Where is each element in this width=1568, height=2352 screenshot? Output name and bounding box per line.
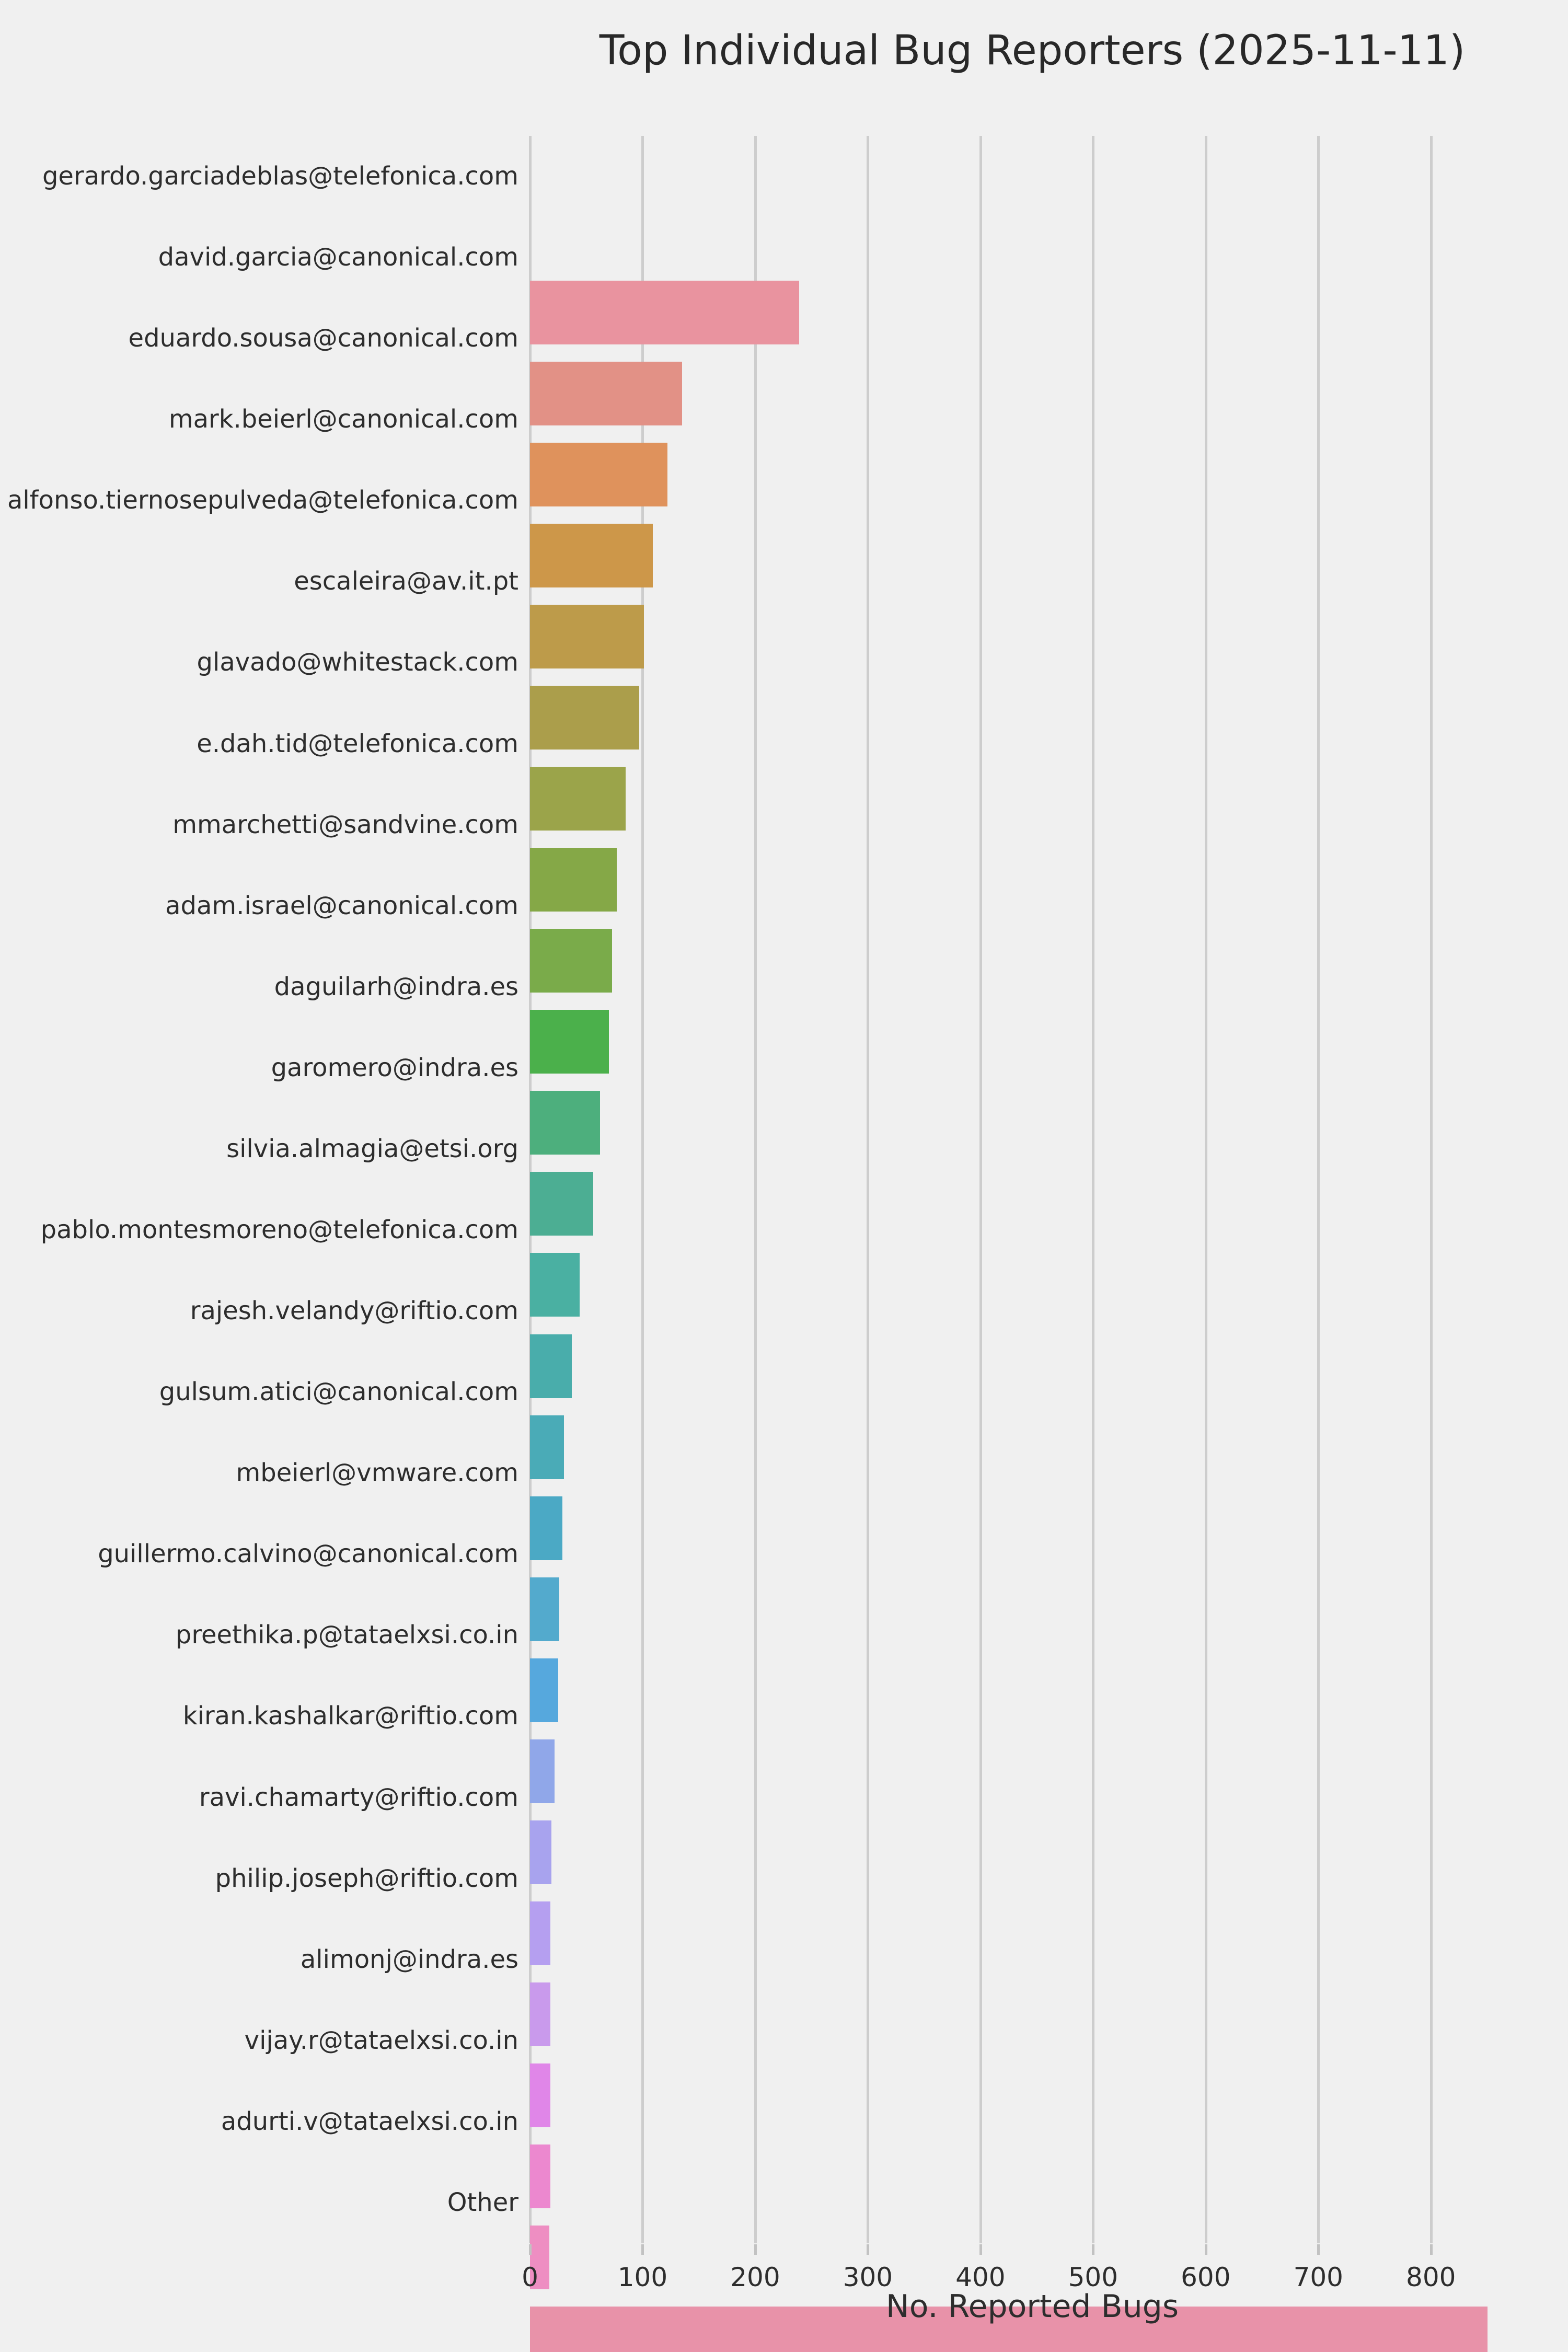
bar <box>530 2063 550 2128</box>
y-tick-label: philip.joseph@riftio.com <box>215 1863 518 1893</box>
bar <box>530 361 682 425</box>
x-tick-label-700: 700 <box>1293 2262 1343 2292</box>
y-tick-label: mbeierl@vmware.com <box>236 1458 518 1488</box>
y-tick-label: gulsum.atici@canonical.com <box>159 1377 518 1407</box>
bar <box>530 929 613 993</box>
plot-area <box>0 136 1568 2352</box>
gridline-600 <box>1204 136 1207 2243</box>
chart-title: Top Individual Bug Reporters (2025-11-11… <box>599 27 1466 74</box>
y-tick-label: kiran.kashalkar@riftio.com <box>182 1701 518 1731</box>
y-tick-label: daguilarh@indra.es <box>274 972 518 1001</box>
y-tick-label: guillermo.calvino@canonical.com <box>98 1539 518 1569</box>
bar <box>530 523 653 587</box>
bar <box>530 2145 550 2209</box>
gridline-200 <box>754 136 757 2243</box>
y-tick-label: pablo.montesmoreno@telefonica.com <box>40 1215 518 1244</box>
y-tick-label: adam.israel@canonical.com <box>165 891 518 920</box>
y-tick-label: alimonj@indra.es <box>300 1944 518 1974</box>
x-tick-mark-700 <box>1317 2244 1320 2255</box>
y-tick-label: eduardo.sousa@canonical.com <box>128 324 518 353</box>
x-tick-mark-200 <box>754 2244 757 2255</box>
bar <box>530 1739 555 1803</box>
y-tick-label: silvia.almagia@etsi.org <box>226 1134 518 1163</box>
gridline-400 <box>979 136 982 2243</box>
bar <box>530 1334 572 1398</box>
bar <box>530 767 626 831</box>
y-tick-label: ravi.chamarty@riftio.com <box>199 1782 518 1812</box>
x-tick-label-300: 300 <box>843 2262 893 2292</box>
y-tick-label: glavado@whitestack.com <box>197 648 518 677</box>
y-tick-label: garomero@indra.es <box>271 1053 518 1082</box>
x-tick-label-800: 800 <box>1406 2262 1456 2292</box>
x-tick-mark-300 <box>867 2244 870 2255</box>
bar <box>530 2226 549 2290</box>
bar <box>530 1901 550 1966</box>
bar <box>530 604 644 668</box>
y-tick-label: gerardo.garciadeblas@telefonica.com <box>42 162 518 191</box>
bar <box>530 2307 1488 2352</box>
y-tick-label: escaleira@av.it.pt <box>294 567 518 596</box>
y-tick-label: preethika.p@tataelxsi.co.in <box>175 1620 518 1650</box>
bar <box>530 1253 580 1317</box>
y-tick-label: mark.beierl@canonical.com <box>168 405 518 434</box>
y-tick-label: Other <box>447 2187 518 2217</box>
y-tick-label: e.dah.tid@telefonica.com <box>197 729 518 758</box>
x-tick-mark-100 <box>641 2244 644 2255</box>
bar <box>530 1577 560 1641</box>
y-tick-label: alfonso.tiernosepulveda@telefonica.com <box>7 486 518 515</box>
y-tick-label: david.garcia@canonical.com <box>158 243 518 272</box>
x-tick-mark-400 <box>979 2244 982 2255</box>
x-tick-label-200: 200 <box>730 2262 780 2292</box>
x-tick-mark-500 <box>1092 2244 1095 2255</box>
y-tick-label: vijay.r@tataelxsi.co.in <box>244 2025 518 2055</box>
x-tick-mark-0 <box>529 2244 532 2255</box>
bar <box>530 1010 609 1074</box>
bar <box>530 1172 593 1236</box>
bar <box>530 1091 600 1155</box>
bar <box>530 1820 551 1884</box>
y-tick-label: rajesh.velandy@riftio.com <box>190 1296 518 1326</box>
bar <box>530 442 667 506</box>
bar <box>530 280 799 344</box>
gridline-800 <box>1429 136 1433 2243</box>
x-tick-mark-600 <box>1204 2244 1207 2255</box>
bar <box>530 848 617 912</box>
x-tick-label-0: 0 <box>522 2262 538 2292</box>
bar <box>530 1658 558 1722</box>
bar <box>530 1982 550 2047</box>
x-tick-label-600: 600 <box>1181 2262 1231 2292</box>
x-tick-label-400: 400 <box>955 2262 1006 2292</box>
gridline-700 <box>1317 136 1320 2243</box>
bar <box>530 685 639 750</box>
gridline-500 <box>1092 136 1095 2243</box>
y-tick-label: adurti.v@tataelxsi.co.in <box>221 2106 518 2136</box>
bar <box>530 1415 564 1479</box>
y-tick-label: mmarchetti@sandvine.com <box>172 810 518 839</box>
x-tick-label-100: 100 <box>617 2262 668 2292</box>
gridline-300 <box>867 136 870 2243</box>
gridline-100 <box>641 136 644 2243</box>
x-axis-label: No. Reported Bugs <box>885 2288 1179 2325</box>
x-tick-mark-800 <box>1429 2244 1433 2255</box>
x-tick-label-500: 500 <box>1068 2262 1119 2292</box>
bar <box>530 1496 563 1560</box>
